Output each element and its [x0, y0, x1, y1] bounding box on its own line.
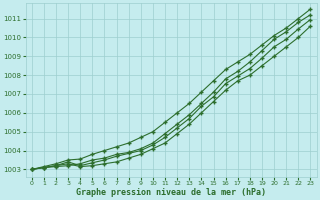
X-axis label: Graphe pression niveau de la mer (hPa): Graphe pression niveau de la mer (hPa): [76, 188, 266, 197]
